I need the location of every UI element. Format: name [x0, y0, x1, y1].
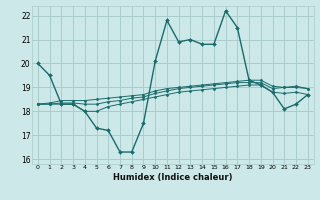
X-axis label: Humidex (Indice chaleur): Humidex (Indice chaleur)	[113, 173, 233, 182]
